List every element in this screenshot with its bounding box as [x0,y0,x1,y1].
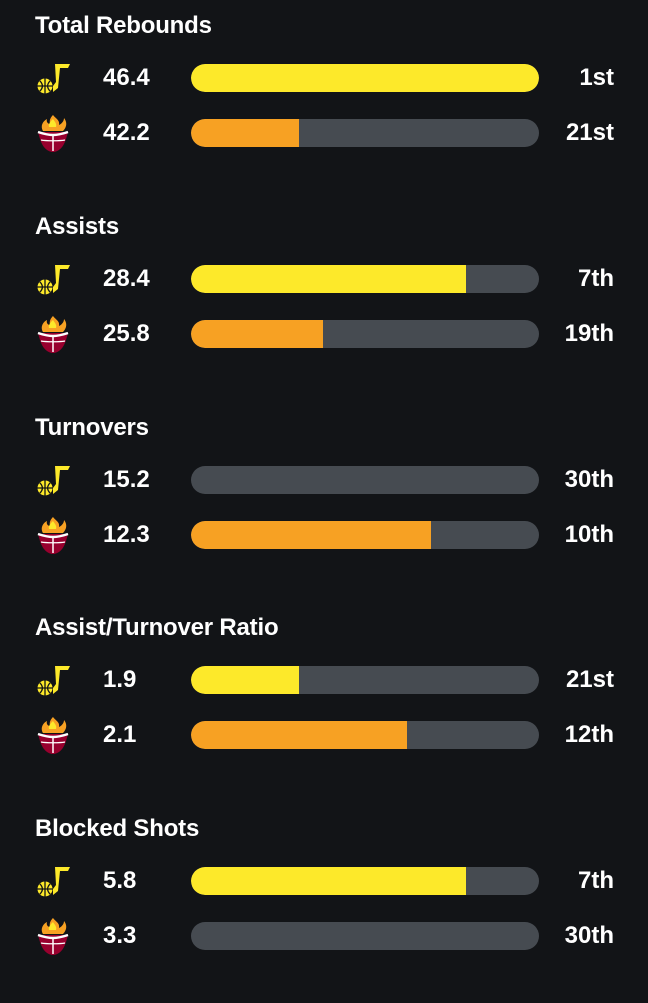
utah-jazz-logo-icon [33,861,73,901]
utah-jazz-logo-icon [33,460,73,500]
team-stat-row: 3.3 30th [0,916,648,956]
league-rank: 19th [564,320,614,347]
stat-title: Total Rebounds [35,12,212,39]
miami-heat-logo-icon [33,314,73,354]
stat-bar-track [191,867,539,895]
stat-bar-track [191,320,539,348]
stat-bar-track [191,265,539,293]
stat-section-assist-turnover-ratio: Assist/Turnover Ratio 1.9 21st 2.1 12th [0,602,648,802]
stat-value: 42.2 [103,119,150,146]
stat-section-turnovers: Turnovers 15.2 30th 12.3 10th [0,402,648,602]
stat-section-assists: Assists 28.4 7th 25.8 19th [0,201,648,401]
stat-value: 2.1 [103,721,137,748]
stat-value: 1.9 [103,666,137,693]
league-rank: 12th [564,721,614,748]
stat-title: Assists [35,213,119,240]
stat-bar-track [191,721,539,749]
stat-title: Assist/Turnover Ratio [35,614,279,641]
team-stat-row: 28.4 7th [0,259,648,299]
stat-value: 46.4 [103,64,150,91]
stat-bar-fill [191,265,466,293]
miami-heat-logo-icon [33,515,73,555]
league-rank: 7th [578,867,614,894]
stat-section-blocked-shots: Blocked Shots 5.8 7th 3.3 30th [0,803,648,1003]
stat-bar-track [191,466,539,494]
league-rank: 30th [564,922,614,949]
miami-heat-logo-icon [33,715,73,755]
stat-bar-track [191,521,539,549]
utah-jazz-logo-icon [33,58,73,98]
stat-bar-track [191,119,539,147]
league-rank: 1st [579,64,614,91]
league-rank: 21st [565,119,614,146]
team-stat-row: 46.4 1st [0,58,648,98]
stat-value: 3.3 [103,922,137,949]
team-stat-row: 42.2 21st [0,113,648,153]
stat-value: 5.8 [103,867,137,894]
stat-value: 12.3 [103,521,150,548]
league-rank: 21st [565,666,614,693]
stat-bar-fill [191,721,407,749]
stat-value: 25.8 [103,320,150,347]
team-stat-row: 2.1 12th [0,715,648,755]
stat-bar-fill [191,666,299,694]
stat-value: 15.2 [103,466,150,493]
stat-bar-track [191,64,539,92]
team-stat-row: 25.8 19th [0,314,648,354]
team-stat-row: 5.8 7th [0,861,648,901]
stat-bar-fill [191,64,539,92]
utah-jazz-logo-icon [33,259,73,299]
stat-bar-track [191,666,539,694]
team-stat-row: 12.3 10th [0,515,648,555]
miami-heat-logo-icon [33,113,73,153]
stat-title: Turnovers [35,414,149,441]
league-rank: 7th [578,265,614,292]
league-rank: 30th [564,466,614,493]
stat-bar-fill [191,867,466,895]
stat-bar-fill [191,320,324,348]
team-stat-row: 15.2 30th [0,460,648,500]
team-stat-row: 1.9 21st [0,660,648,700]
stat-bar-track [191,922,539,950]
stat-value: 28.4 [103,265,150,292]
stat-title: Blocked Shots [35,815,200,842]
miami-heat-logo-icon [33,916,73,956]
league-rank: 10th [564,521,614,548]
stat-bar-fill [191,521,432,549]
stat-section-total-rebounds: Total Rebounds 46.4 1st 42.2 21st [0,0,648,200]
utah-jazz-logo-icon [33,660,73,700]
stat-bar-fill [191,119,299,147]
